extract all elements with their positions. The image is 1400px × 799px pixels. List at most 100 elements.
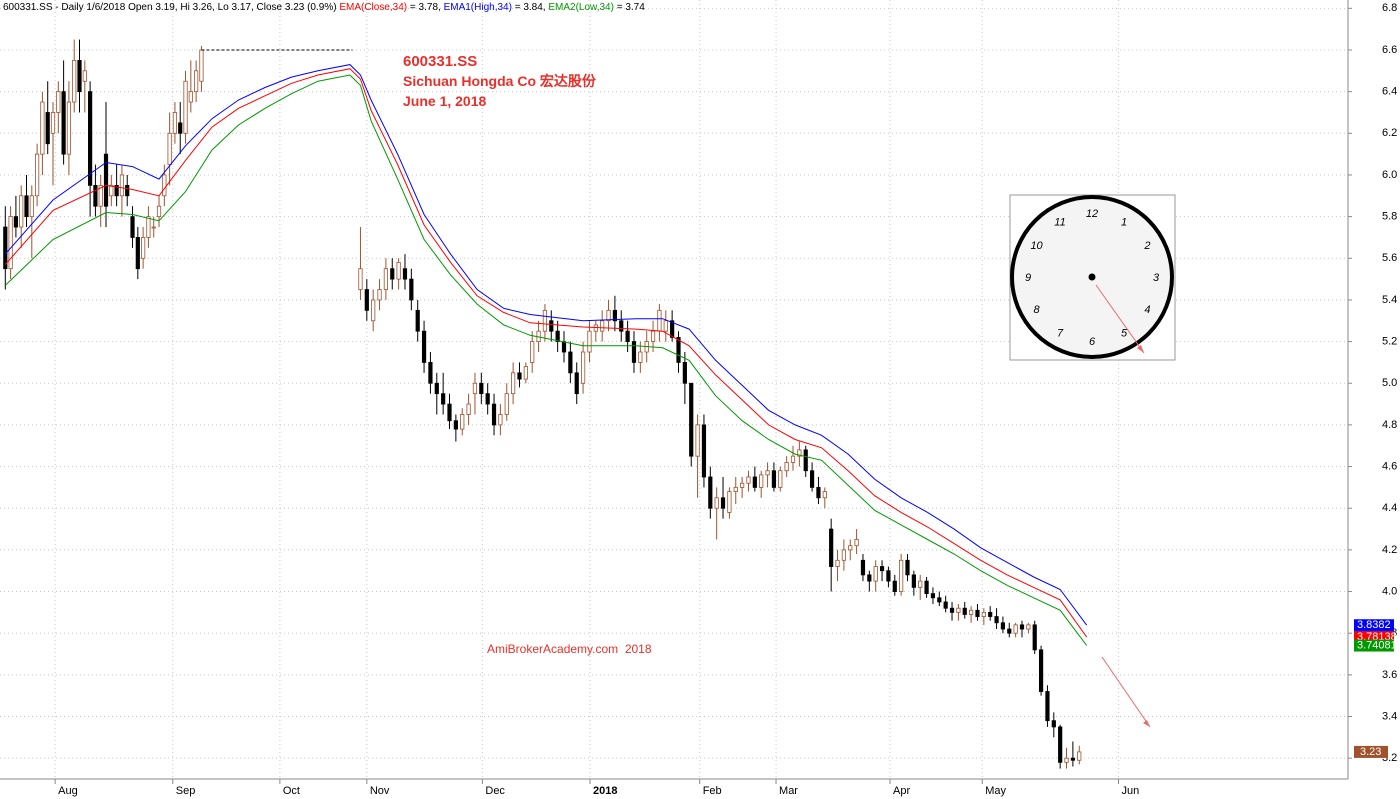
value-tag-label: 3.74081	[1357, 639, 1397, 651]
candle-body	[1051, 720, 1056, 728]
ema-line	[4, 74, 1088, 646]
y-tick-label: 4.0	[1382, 585, 1397, 597]
price-tag	[1354, 745, 1388, 758]
candle-body	[1045, 691, 1050, 722]
annotation: 600331.SS	[403, 53, 477, 70]
candle-body	[994, 616, 999, 624]
header: 600331.SS - Daily 1/6/2018 Open 3.19, Hi…	[3, 2, 645, 13]
candle-body	[194, 70, 199, 93]
x-tick-label: 2018	[593, 785, 617, 797]
clock-numeral: 4	[1144, 304, 1150, 316]
candle-body	[77, 60, 82, 93]
candle-body	[708, 476, 713, 509]
candle-body	[593, 324, 598, 332]
legend-name: EMA2(Low,34)	[548, 2, 614, 13]
candle-body	[873, 566, 878, 582]
legend-name: EMA1(High,34)	[444, 2, 512, 13]
candle-body	[1013, 624, 1018, 634]
clock-numeral: 9	[1025, 272, 1031, 284]
y-tick-label: 5.0	[1382, 377, 1397, 389]
y-tick-label: 3.6	[1382, 669, 1397, 681]
candle-body	[415, 309, 420, 332]
x-tick-label: May	[985, 785, 1006, 797]
candle-body	[549, 320, 554, 332]
value-tag	[1354, 619, 1394, 632]
x-tick-label: Aug	[58, 785, 78, 797]
candle-body	[580, 351, 586, 384]
candle-body	[1019, 624, 1025, 630]
candle-body	[93, 184, 98, 207]
annotation: Sichuan Hongda Co 宏达股份	[403, 73, 597, 89]
candle-body	[35, 153, 40, 197]
candle-body	[1070, 757, 1075, 761]
x-tick-label: Apr	[893, 785, 910, 797]
value-tag-label: 3.8382	[1357, 619, 1391, 631]
ema-line	[4, 68, 1088, 638]
candle-body	[555, 330, 560, 342]
candle-body	[797, 449, 802, 457]
clock-hand	[1095, 284, 1145, 354]
candle-body	[1000, 622, 1006, 630]
candle-body	[816, 486, 821, 499]
candle-body	[377, 289, 382, 301]
candle-body	[650, 330, 656, 342]
candle-body	[1026, 624, 1031, 630]
candle-body	[892, 580, 897, 592]
x-tick-label: Nov	[370, 785, 390, 797]
arrow	[1101, 656, 1151, 728]
legend-value: = 3.78,	[407, 2, 443, 13]
candle-body	[8, 216, 13, 270]
candle-body	[402, 268, 408, 280]
candle-body	[975, 609, 980, 617]
candle-body	[19, 195, 24, 228]
y-tick-label: 6.2	[1382, 127, 1397, 139]
clock-numeral: 11	[1054, 216, 1065, 228]
x-tick-label: Mar	[779, 785, 798, 797]
candle-body	[930, 593, 936, 599]
candle-body	[631, 341, 637, 363]
candle-body	[479, 382, 484, 395]
candle-body	[56, 91, 61, 113]
candle-body	[841, 549, 846, 561]
candle-body	[172, 112, 178, 134]
candle-body	[29, 195, 34, 218]
candle-body	[358, 268, 363, 290]
candle-body	[183, 80, 188, 134]
candle-body	[523, 366, 528, 380]
candle-body	[24, 195, 29, 218]
y-tick-label: 4.8	[1382, 419, 1397, 431]
candle-body	[612, 309, 617, 322]
candle-body	[151, 226, 156, 229]
candle-body	[98, 184, 103, 207]
candle-body	[1007, 628, 1012, 634]
annotation: June 1, 2018	[403, 93, 486, 109]
candle-body	[822, 491, 827, 499]
candle-body	[619, 320, 624, 332]
candle-body	[119, 174, 125, 197]
candle-body	[740, 482, 745, 488]
candle-body	[695, 424, 700, 457]
candle-body	[771, 470, 777, 488]
candle-body	[689, 382, 694, 457]
candle-body	[135, 237, 140, 270]
candle-body	[969, 609, 974, 615]
candle-body	[390, 268, 395, 280]
candle-body	[396, 262, 401, 280]
candle-body	[466, 403, 471, 415]
candle-body	[146, 216, 151, 238]
candle-body	[988, 611, 993, 617]
candle-body	[188, 91, 193, 103]
clock-numeral: 8	[1034, 304, 1041, 316]
candle-body	[606, 309, 611, 322]
candle-body	[657, 309, 662, 332]
candle-body	[561, 341, 567, 353]
candle-body	[167, 132, 172, 165]
candle-body	[759, 474, 764, 488]
candle-body	[491, 403, 497, 426]
candle-body	[714, 497, 719, 509]
candle-body	[511, 372, 516, 395]
candle-body	[1038, 649, 1044, 692]
legend-name: EMA(Close,34)	[339, 2, 407, 13]
candle-body	[530, 341, 535, 363]
